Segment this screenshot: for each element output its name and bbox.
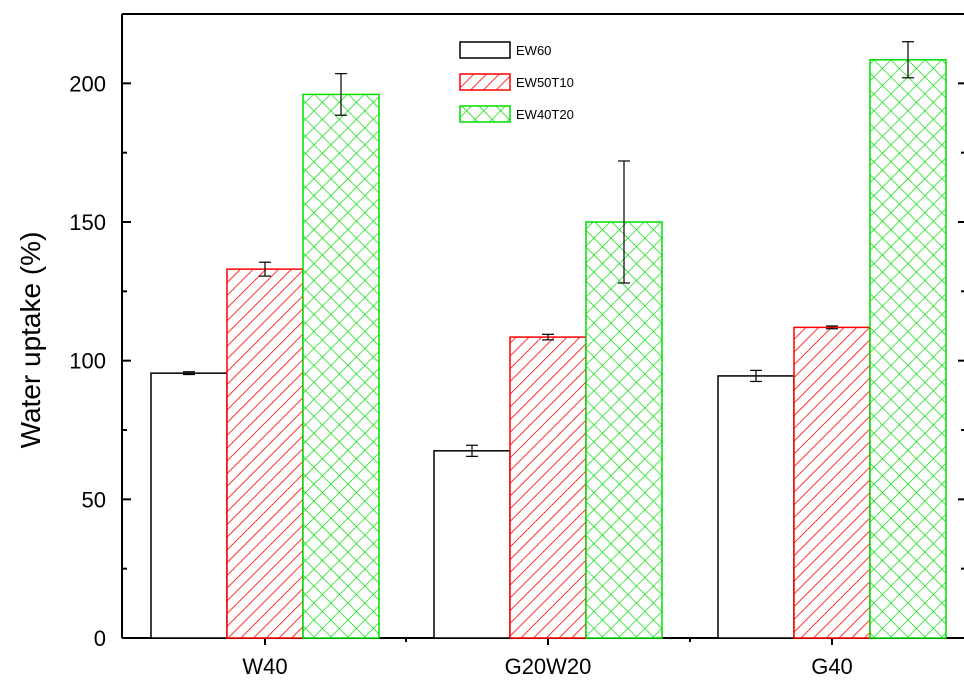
y-tick-label: 0 xyxy=(94,626,106,651)
bar xyxy=(226,268,304,639)
x-tick-label: G40 xyxy=(811,654,853,679)
bar xyxy=(793,326,871,639)
bar xyxy=(433,450,511,639)
bar xyxy=(302,93,380,639)
bar xyxy=(585,221,663,639)
legend-swatch xyxy=(459,41,511,59)
y-tick-label: 100 xyxy=(69,349,106,374)
legend-label: EW60 xyxy=(516,43,551,58)
legend-swatch xyxy=(459,73,511,91)
bar xyxy=(509,336,587,639)
error-bars xyxy=(183,41,914,457)
y-tick-label: 150 xyxy=(69,210,106,235)
legend: EW60 EW50T10 EW40T20 xyxy=(459,41,574,123)
x-tick-label: W40 xyxy=(242,654,287,679)
legend-swatch xyxy=(459,105,511,123)
x-tick-label: G20W20 xyxy=(505,654,592,679)
y-axis-title: Water uptake (%) xyxy=(15,232,46,449)
bars xyxy=(150,59,947,639)
y-tick-label: 50 xyxy=(82,487,106,512)
bar xyxy=(869,59,947,639)
bar xyxy=(150,372,228,639)
legend-label: EW50T10 xyxy=(516,75,574,90)
y-tick-label: 200 xyxy=(69,71,106,96)
legend-label: EW40T20 xyxy=(516,107,574,122)
bar xyxy=(717,375,795,639)
